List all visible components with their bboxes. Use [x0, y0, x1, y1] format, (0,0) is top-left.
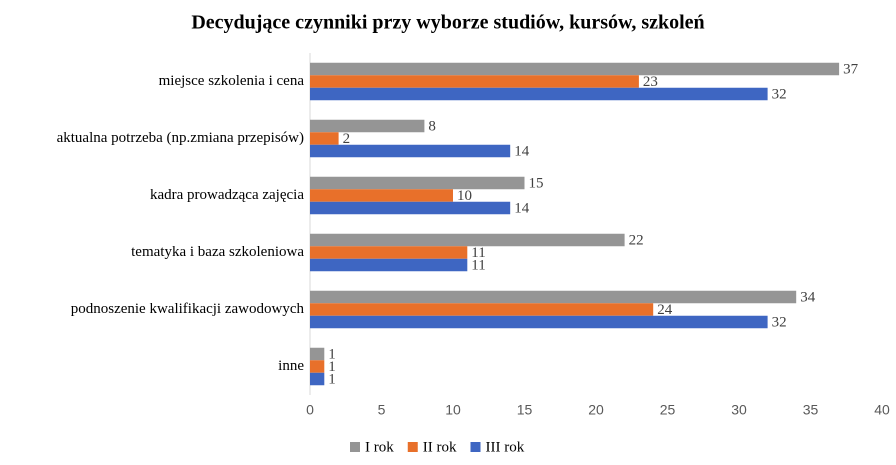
- legend-label: I rok: [365, 439, 394, 455]
- bar: [310, 62, 840, 76]
- bar: [310, 360, 325, 373]
- data-label: 34: [800, 289, 816, 305]
- data-label: 10: [457, 188, 472, 204]
- bar: [310, 303, 654, 316]
- bar: [310, 246, 468, 259]
- bar: [310, 75, 639, 88]
- x-tick-label: 40: [874, 402, 890, 418]
- chart-title: Decydujące czynniki przy wyborze studiów…: [191, 12, 704, 34]
- data-label: 22: [629, 232, 644, 248]
- data-label: 14: [514, 200, 530, 216]
- legend-label: III rok: [486, 439, 525, 455]
- data-label: 11: [471, 245, 485, 261]
- bar: [310, 119, 425, 133]
- bar: [310, 201, 511, 215]
- y-tick-label: podnoszenie kwalifikacji zawodowych: [71, 301, 305, 317]
- y-tick-label: kadra prowadząca zajęcia: [150, 187, 304, 203]
- x-tick-label: 25: [660, 402, 676, 418]
- x-tick-label: 10: [445, 402, 461, 418]
- x-tick-label: 5: [378, 402, 386, 418]
- data-label: 37: [843, 61, 859, 77]
- bar: [310, 233, 625, 247]
- data-label: 24: [657, 302, 673, 318]
- y-tick-label: tematyka i baza szkoleniowa: [131, 244, 304, 260]
- data-label: 11: [471, 257, 485, 273]
- data-label: 1: [328, 371, 336, 387]
- bar: [310, 347, 325, 361]
- bar: [310, 315, 768, 329]
- legend-label: II rok: [423, 439, 457, 455]
- data-label: 1: [328, 359, 336, 375]
- x-tick-label: 35: [803, 402, 819, 418]
- y-tick-label: aktualna potrzeba (np.zmiana przepisów): [57, 130, 304, 146]
- legend-swatch: [407, 442, 418, 452]
- bar: [310, 189, 453, 202]
- data-label: 1: [328, 346, 336, 362]
- bar: [310, 372, 325, 386]
- data-label: 32: [772, 314, 787, 330]
- y-tick-label: miejsce szkolenia i cena: [159, 73, 305, 89]
- bar: [310, 132, 339, 145]
- bar: [310, 87, 768, 101]
- bar: [310, 258, 468, 272]
- data-label: 14: [514, 143, 530, 159]
- x-tick-label: 0: [306, 402, 314, 418]
- bar: [310, 290, 797, 304]
- x-tick-label: 30: [731, 402, 747, 418]
- y-tick-label: inne: [278, 358, 304, 374]
- bar: [310, 144, 511, 158]
- data-label: 32: [772, 86, 787, 102]
- legend-swatch: [470, 442, 481, 452]
- data-label: 2: [343, 131, 351, 147]
- legend-swatch: [350, 442, 360, 452]
- bar: [310, 176, 525, 190]
- data-label: 23: [643, 74, 658, 90]
- data-label: 8: [428, 118, 436, 134]
- data-label: 15: [529, 175, 544, 191]
- x-tick-label: 20: [588, 402, 604, 418]
- x-tick-label: 15: [517, 402, 533, 418]
